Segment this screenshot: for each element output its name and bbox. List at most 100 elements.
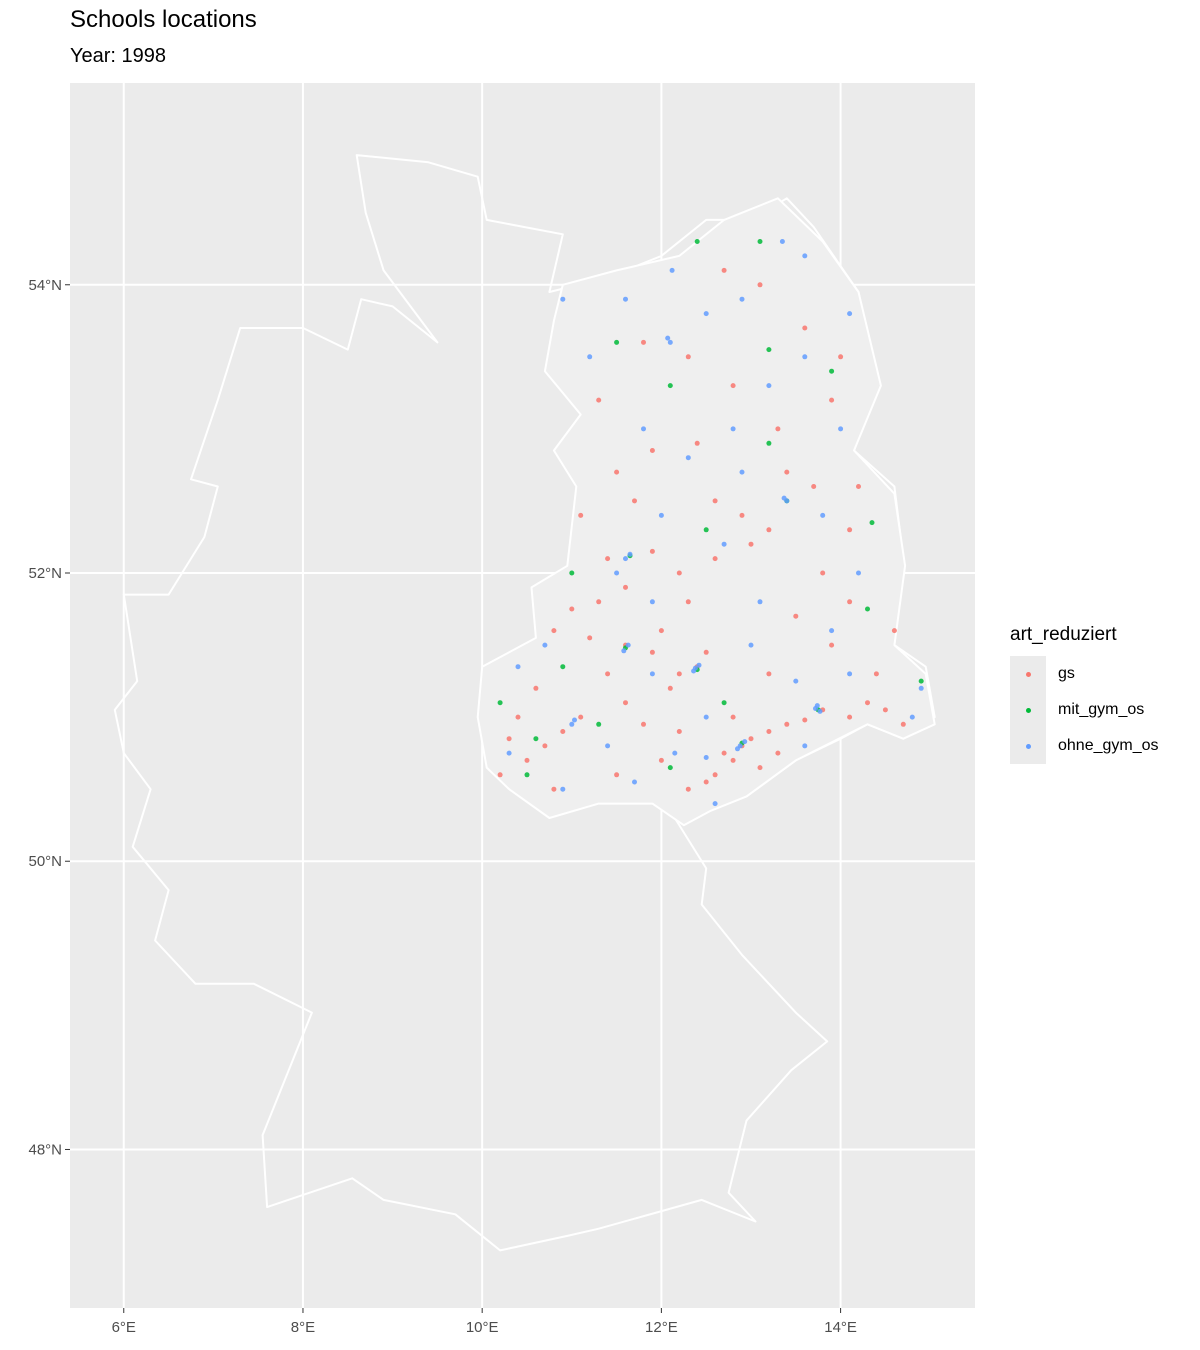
legend-label-gs: gs bbox=[1058, 665, 1075, 682]
point-gs bbox=[641, 339, 646, 345]
point-gs bbox=[641, 721, 646, 727]
point-gs bbox=[497, 772, 503, 778]
point-gs bbox=[676, 671, 682, 677]
point-gs bbox=[766, 527, 772, 533]
point-gs bbox=[847, 599, 853, 605]
x-tick-label: 10°E bbox=[466, 1319, 499, 1336]
point-gs bbox=[667, 685, 673, 691]
x-tick-label: 8°E bbox=[291, 1319, 315, 1336]
legend-key-gs bbox=[1010, 656, 1046, 692]
point-ohne-gym-os bbox=[766, 383, 772, 389]
point-ohne-gym-os bbox=[515, 664, 521, 670]
point-gs bbox=[891, 628, 897, 634]
legend-item-ohne-gym-os: ohne_gym_os bbox=[1010, 728, 1159, 764]
point-gs bbox=[730, 757, 736, 763]
point-gs bbox=[721, 750, 727, 756]
point-gs bbox=[811, 484, 817, 489]
point-gs bbox=[865, 700, 870, 706]
point-ohne-gym-os bbox=[793, 678, 799, 684]
point-ohne-gym-os bbox=[847, 671, 853, 677]
point-ohne-gym-os bbox=[909, 714, 915, 720]
point-gs bbox=[533, 685, 539, 691]
point-gs bbox=[748, 541, 754, 547]
x-tick-label: 12°E bbox=[645, 1319, 678, 1336]
point-gs bbox=[578, 714, 584, 720]
point-ohne-gym-os bbox=[560, 296, 566, 302]
point-gs bbox=[721, 267, 727, 273]
point-mit-gym-os bbox=[533, 736, 539, 742]
point-ohne-gym-os bbox=[748, 642, 754, 648]
point-gs bbox=[578, 512, 584, 518]
point-ohne-gym-os bbox=[542, 642, 548, 648]
axes: 6°E 8°E 10°E 12°E 14°E 48°N 50°N 52°N 54°N bbox=[28, 277, 856, 1336]
point-gs bbox=[524, 757, 530, 763]
point-gs bbox=[649, 548, 655, 554]
point-gs bbox=[712, 772, 718, 778]
legend-label-mit-gym-os: mit_gym_os bbox=[1058, 701, 1145, 718]
point-ohne-gym-os bbox=[560, 786, 566, 792]
point-ohne-gym-os bbox=[672, 750, 678, 756]
point-gs bbox=[739, 512, 745, 518]
point-gs bbox=[900, 721, 906, 727]
point-ohne-gym-os bbox=[506, 750, 512, 756]
point-mit-gym-os bbox=[757, 239, 763, 244]
point-ohne-gym-os bbox=[667, 339, 673, 345]
point-mit-gym-os bbox=[766, 347, 772, 353]
point-ohne-gym-os bbox=[691, 668, 697, 674]
point-gs bbox=[766, 671, 772, 677]
y-tick-label: 52°N bbox=[28, 565, 62, 582]
point-gs bbox=[757, 282, 763, 288]
point-gs bbox=[569, 606, 575, 612]
point-gs bbox=[614, 469, 620, 475]
point-ohne-gym-os bbox=[739, 296, 745, 302]
point-mit-gym-os bbox=[667, 765, 673, 771]
point-ohne-gym-os bbox=[703, 311, 709, 317]
point-gs bbox=[829, 397, 835, 403]
point-gs bbox=[623, 700, 628, 706]
point-ohne-gym-os bbox=[856, 570, 861, 576]
plot-subtitle: Year: 1998 bbox=[70, 45, 167, 67]
point-ohne-gym-os bbox=[665, 335, 671, 341]
point-gs bbox=[685, 599, 691, 605]
point-gs bbox=[632, 498, 637, 504]
point-gs bbox=[551, 786, 557, 792]
y-tick-label: 54°N bbox=[28, 277, 62, 294]
point-mit-gym-os bbox=[766, 440, 772, 446]
point-ohne-gym-os bbox=[829, 628, 835, 634]
point-gs bbox=[856, 484, 861, 489]
point-gs bbox=[542, 743, 548, 749]
plot-title: Schools locations bbox=[70, 6, 257, 33]
point-mit-gym-os bbox=[829, 368, 835, 374]
x-tick-label: 6°E bbox=[112, 1319, 136, 1336]
point-ohne-gym-os bbox=[739, 469, 745, 475]
point-ohne-gym-os bbox=[572, 717, 577, 723]
y-tick-label: 48°N bbox=[28, 1141, 62, 1158]
point-gs bbox=[605, 671, 611, 677]
point-mit-gym-os bbox=[497, 700, 503, 706]
legend-key-mit-gym-os bbox=[1010, 692, 1046, 728]
point-mit-gym-os bbox=[869, 520, 875, 526]
point-gs bbox=[506, 736, 512, 742]
east-germany-boundary bbox=[476, 197, 936, 827]
legend-item-mit-gym-os: mit_gym_os bbox=[1010, 692, 1159, 728]
point-mit-gym-os bbox=[614, 339, 620, 345]
school-points bbox=[497, 239, 924, 807]
point-gs bbox=[685, 786, 691, 792]
point-mit-gym-os bbox=[524, 772, 530, 778]
point-mit-gym-os bbox=[596, 721, 602, 727]
point-ohne-gym-os bbox=[632, 779, 637, 785]
point-gs bbox=[712, 556, 718, 562]
point-ohne-gym-os bbox=[779, 239, 785, 244]
point-mit-gym-os bbox=[865, 606, 870, 612]
point-ohne-gym-os bbox=[703, 755, 709, 760]
point-ohne-gym-os bbox=[623, 296, 628, 302]
point-gs bbox=[515, 714, 521, 720]
point-gs bbox=[820, 570, 826, 576]
point-gs bbox=[703, 779, 709, 785]
point-ohne-gym-os bbox=[814, 703, 820, 709]
point-mit-gym-os bbox=[667, 383, 673, 389]
point-ohne-gym-os bbox=[685, 455, 691, 461]
point-gs bbox=[703, 649, 709, 655]
point-ohne-gym-os bbox=[735, 746, 740, 752]
legend-title: art_reduziert bbox=[1010, 624, 1117, 645]
